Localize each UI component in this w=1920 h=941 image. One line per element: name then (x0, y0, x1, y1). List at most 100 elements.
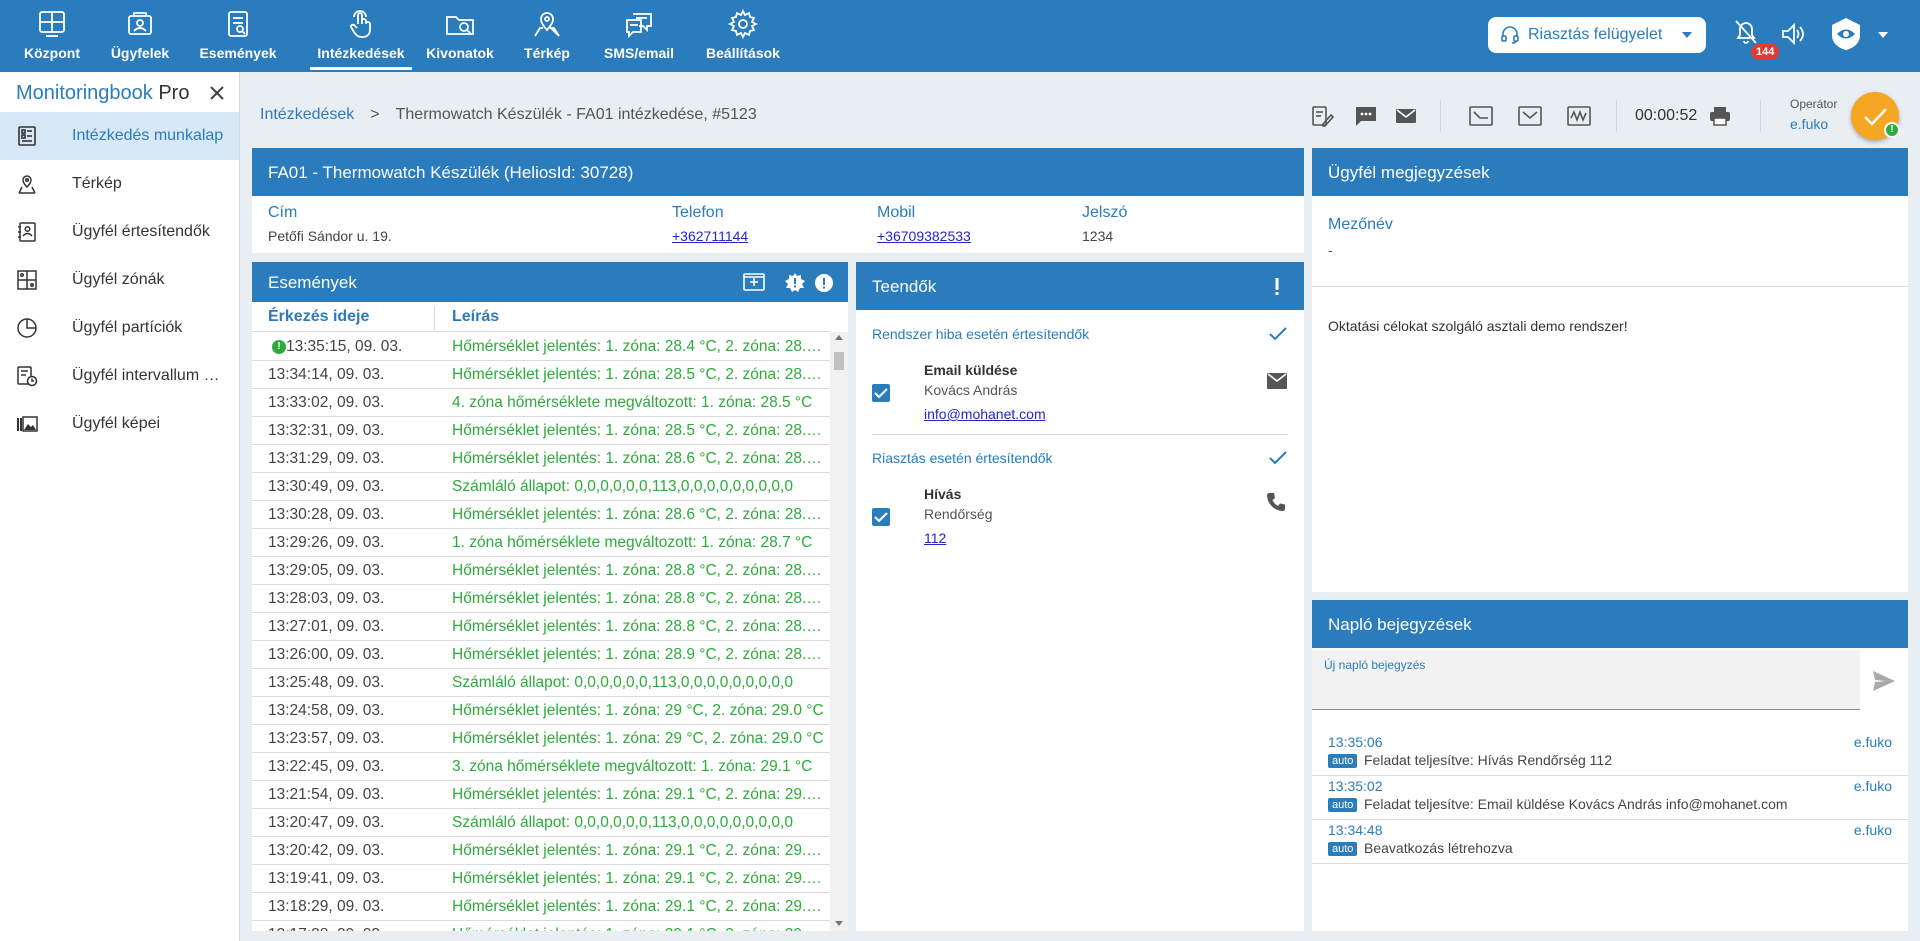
info-circle-icon[interactable] (814, 273, 834, 293)
table-row[interactable]: 13:25:48, 09. 03. Számláló állapot: 0,0,0… (252, 669, 830, 697)
bell-off-icon[interactable] (1733, 18, 1759, 46)
edit-note-icon[interactable] (1310, 104, 1334, 128)
breadcrumb-current: Thermowatch Készülék - FA01 intézkedése,… (395, 106, 757, 123)
nav-kivonatok[interactable]: Kivonatok (416, 0, 504, 72)
nav-kozpont[interactable]: Központ (8, 0, 96, 72)
sidebar-item-interval[interactable]: Ügyfél intervallum figyelés (0, 352, 239, 400)
nav-beallitasok[interactable]: Beállítások (698, 0, 788, 72)
chevron-down-icon[interactable] (1878, 32, 1888, 38)
check-icon[interactable] (1268, 326, 1288, 342)
mail-icon[interactable] (1266, 372, 1288, 390)
check-icon[interactable] (1268, 450, 1288, 466)
task-divider (872, 434, 1288, 435)
phone-icon[interactable] (1266, 492, 1286, 512)
table-row[interactable]: 13:30:49, 09. 03. Számláló állapot: 0,0,0… (252, 473, 830, 501)
volume-icon[interactable] (1780, 22, 1806, 46)
task-checkbox[interactable] (872, 384, 890, 402)
sidebar-item-partitions[interactable]: Ügyfél partíciók (0, 304, 239, 352)
table-row[interactable]: 13:34:14, 09. 03. Hőmérséklet jelentés: 1… (252, 361, 830, 389)
table-row[interactable]: 13:26:00, 09. 03. Hőmérséklet jelentés: 1… (252, 641, 830, 669)
table-row[interactable]: 13:18:29, 09. 03. Hőmérséklet jelentés: 1… (252, 893, 830, 921)
table-row[interactable]: 13:19:41, 09. 03. Hőmérséklet jelentés: 1… (252, 865, 830, 893)
sidebar-item-images[interactable]: Ügyfél képei (0, 400, 239, 448)
table-row[interactable]: 13:24:58, 09. 03. Hőmérséklet jelentés: 1… (252, 697, 830, 725)
phone-link[interactable]: +362711144 (672, 228, 749, 244)
new-log-entry-input[interactable]: Új napló bejegyzés (1312, 650, 1860, 710)
nav-ugyfelek[interactable]: Ügyfelek (96, 0, 184, 72)
mobile-link[interactable]: +36709382533 (877, 228, 971, 244)
table-row[interactable]: 13:28:03, 09. 03. Hőmérséklet jelentés: 1… (252, 585, 830, 613)
mobile-label: Mobil (877, 204, 916, 221)
table-row[interactable]: 13:32:31, 09. 03. Hőmérséklet jelentés: 1… (252, 417, 830, 445)
print-icon[interactable] (1709, 106, 1731, 126)
scrollbar-thumb[interactable] (834, 352, 844, 370)
table-row[interactable]: 13:27:01, 09. 03. Hőmérséklet jelentés: 1… (252, 613, 830, 641)
send-icon[interactable] (1872, 670, 1896, 692)
nav-intezkedesek[interactable]: Intézkedések (308, 0, 414, 72)
sidebar-item-map[interactable]: Térkép (0, 160, 239, 208)
table-row[interactable]: 13:17:28, 09. 03. Hőmérséklet jelentés: 1… (252, 921, 830, 931)
sidebar-item-worksheet[interactable]: Intézkedés munkalap (0, 112, 239, 160)
password-field: Jelszó 1234 (1082, 204, 1127, 244)
log-entry-text: Feladat teljesítve: Hívás Rendőrség 112 (1364, 752, 1612, 768)
events-scrollbar[interactable] (830, 332, 848, 931)
event-time: 13:20:42, 09. 03. (268, 842, 385, 859)
operator-name[interactable]: e.fuko (1790, 116, 1829, 132)
table-row[interactable]: 13:21:54, 09. 03. Hőmérséklet jelentés: 1… (252, 781, 830, 809)
exclamation-icon[interactable] (1274, 278, 1280, 296)
nav-label: Központ (24, 45, 80, 61)
log-header: Napló bejegyzések (1312, 600, 1908, 648)
screen-down-icon[interactable] (1517, 104, 1543, 128)
scroll-up-arrow-icon[interactable] (835, 335, 843, 340)
task-section-title: Riasztás esetén értesítendők (872, 450, 1053, 466)
nav-terkep[interactable]: Térkép (503, 0, 591, 72)
client-notes-panel: Ügyfél megjegyzések Mezőnév - Oktatási c… (1312, 148, 1908, 592)
column-arrival-time[interactable]: Érkezés ideje (268, 308, 370, 325)
table-row[interactable]: 13:29:26, 09. 03. 1. zóna hőmérséklete me… (252, 529, 830, 557)
table-row[interactable]: 13:20:47, 09. 03. Számláló állapot: 0,0,0… (252, 809, 830, 837)
screen-pulse-icon[interactable] (1566, 104, 1592, 128)
screen-left-icon[interactable] (1468, 104, 1494, 128)
table-row[interactable]: 13:33:02, 09. 03. 4. zóna hőmérséklete me… (252, 389, 830, 417)
comment-icon[interactable] (1354, 104, 1378, 128)
add-box-icon[interactable] (742, 272, 766, 292)
sidebar-item-zones[interactable]: Ügyfél zónák (0, 256, 239, 304)
task-contact-name: Rendőrség (924, 506, 993, 522)
task-contact-link[interactable]: info@mohanet.com (924, 406, 1046, 422)
log-entry: 13:35:02 e.fuko auto Feladat teljesítve: Em… (1312, 768, 1908, 820)
table-row[interactable]: 13:23:57, 09. 03. Hőmérséklet jelentés: 1… (252, 725, 830, 753)
log-entry-user[interactable]: e.fuko (1853, 822, 1892, 838)
table-row[interactable]: 13:31:29, 09. 03. Hőmérséklet jelentés: 1… (252, 445, 830, 473)
checkbox-check-icon (874, 388, 888, 399)
mail-icon[interactable] (1394, 104, 1418, 128)
event-time: 13:19:41, 09. 03. (268, 870, 385, 887)
table-row[interactable]: 13:29:05, 09. 03. Hőmérséklet jelentés: 1… (252, 557, 830, 585)
close-icon[interactable] (208, 84, 226, 102)
nav-esemenyek[interactable]: Események (194, 0, 282, 72)
table-row[interactable]: 13:20:42, 09. 03. Hőmérséklet jelentés: 1… (252, 837, 830, 865)
sidebar-item-contacts[interactable]: Ügyfél értesítendők (0, 208, 239, 256)
task-contact-link[interactable]: 112 (924, 530, 947, 546)
breadcrumb-root-link[interactable]: Intézkedések (260, 106, 355, 123)
log-entry: 13:34:48 e.fuko auto Beavatkozás létrehozva (1312, 812, 1908, 864)
eye-shield-icon[interactable] (1828, 16, 1864, 52)
events-title: Események (268, 273, 357, 292)
nav-label: Események (199, 45, 277, 61)
task-action: Email küldése (924, 362, 1018, 378)
task-checkbox[interactable] (872, 508, 890, 526)
alarm-monitor-dropdown[interactable]: Riasztás felügyelet (1488, 17, 1706, 53)
event-description: Hőmérséklet jelentés: 1. zóna: 29.1 °C, … (452, 926, 824, 931)
address-field: Cím Petőfi Sándor u. 19. (268, 204, 392, 244)
contact-list-icon (18, 222, 36, 242)
log-entry-user[interactable]: e.fuko (1853, 778, 1892, 794)
alert-badge-icon[interactable] (784, 272, 806, 294)
log-title: Napló bejegyzések (1328, 615, 1472, 634)
table-row[interactable]: 13:22:45, 09. 03. 3. zóna hőmérséklete me… (252, 753, 830, 781)
nav-sms-email[interactable]: SMS/email (593, 0, 685, 72)
events-icon (228, 11, 248, 37)
column-description[interactable]: Leírás (452, 308, 500, 325)
log-entry-user[interactable]: e.fuko (1853, 734, 1892, 750)
scroll-down-arrow-icon[interactable] (835, 921, 843, 926)
table-row[interactable]: ! 13:35:15, 09. 03. Hőmérséklet jelentés: … (252, 333, 830, 361)
table-row[interactable]: 13:30:28, 09. 03. Hőmérséklet jelentés: 1… (252, 501, 830, 529)
